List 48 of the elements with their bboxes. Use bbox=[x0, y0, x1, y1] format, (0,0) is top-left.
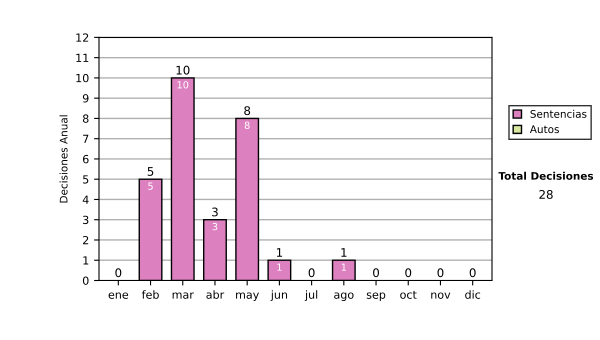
total-label: 3 bbox=[212, 207, 218, 216]
y-tick-label: 0 bbox=[82, 276, 89, 285]
total-label: 0 bbox=[437, 268, 444, 278]
data-label: 5 bbox=[148, 182, 153, 190]
data-label: 1 bbox=[342, 264, 346, 271]
legend-label: Autos bbox=[530, 125, 559, 134]
text: Total Decisiones bbox=[498, 172, 594, 180]
y-tick-label: 3 bbox=[83, 216, 88, 224]
y-tick-label: 9 bbox=[82, 94, 88, 103]
x-tick-label: feb bbox=[142, 290, 159, 299]
total-label: 0 bbox=[308, 268, 315, 278]
total-label: 10 bbox=[176, 66, 190, 75]
x-tick-label: ene bbox=[108, 292, 128, 299]
total-label: 0 bbox=[405, 268, 412, 278]
y-tick-label: 7 bbox=[83, 134, 88, 143]
y-tick-label: 11 bbox=[76, 54, 88, 62]
y-tick-label: 12 bbox=[76, 33, 88, 42]
y-tick-label: 10 bbox=[76, 74, 89, 82]
text: 28 bbox=[539, 190, 553, 199]
y-tick-label: 1 bbox=[83, 256, 88, 264]
x-tick-label: jul bbox=[304, 290, 318, 301]
data-label: 8 bbox=[244, 122, 250, 129]
data-label: 10 bbox=[178, 81, 188, 88]
x-tick-label: mar bbox=[172, 292, 194, 299]
total-label: 5 bbox=[148, 167, 154, 176]
y-axis-title: Decisiones Anual bbox=[60, 115, 68, 202]
x-tick-label: oct bbox=[400, 290, 417, 299]
x-tick-label: dic bbox=[465, 290, 480, 299]
x-tick-label: ago bbox=[334, 292, 354, 301]
total-label: 8 bbox=[244, 106, 250, 116]
data-label: 3 bbox=[212, 222, 218, 230]
y-tick-label: 6 bbox=[82, 154, 89, 164]
y-tick-label: 4 bbox=[82, 196, 89, 204]
y-tick-label: 5 bbox=[83, 175, 88, 184]
total-label: 1 bbox=[276, 248, 282, 257]
total-label: 0 bbox=[470, 268, 476, 278]
y-tick-label: 2 bbox=[83, 236, 88, 244]
x-tick-label: nov bbox=[431, 292, 450, 299]
total-label: 0 bbox=[115, 268, 122, 278]
x-tick-label: sep bbox=[366, 292, 386, 301]
total-label: 1 bbox=[341, 248, 346, 257]
data-label: 1 bbox=[277, 264, 282, 271]
legend-label: Sentencias bbox=[530, 110, 586, 118]
x-tick-label: may bbox=[236, 292, 259, 301]
x-tick-label: abr bbox=[206, 290, 224, 299]
x-tick-label: jun bbox=[270, 290, 288, 301]
total-label: 0 bbox=[373, 268, 380, 278]
y-tick-label: 8 bbox=[82, 114, 89, 123]
